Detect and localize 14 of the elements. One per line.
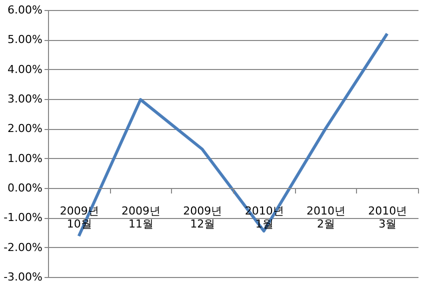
y-tick-label: 2.00% bbox=[8, 122, 42, 136]
y-tick-label: 6.00% bbox=[8, 4, 42, 16]
x-tick-label: 2010년 2월 bbox=[306, 204, 346, 230]
y-tick-label: 5.00% bbox=[8, 33, 42, 46]
x-tick-label: 2009년 11월 bbox=[122, 204, 160, 230]
x-tick-label: 2010년 3월 bbox=[368, 204, 408, 230]
y-tick-label: -1.00% bbox=[4, 211, 42, 224]
y-tick-label: 3.00% bbox=[8, 92, 42, 106]
y-tick-label: 0.00% bbox=[8, 182, 42, 194]
y-tick-label: -2.00% bbox=[4, 240, 42, 254]
x-tick-label: 2009년 12월 bbox=[183, 204, 222, 230]
y-tick-label: -3.00% bbox=[4, 270, 42, 283]
y-tick-label: 1.00% bbox=[8, 152, 42, 165]
y-tick-label: 4.00% bbox=[8, 62, 42, 76]
